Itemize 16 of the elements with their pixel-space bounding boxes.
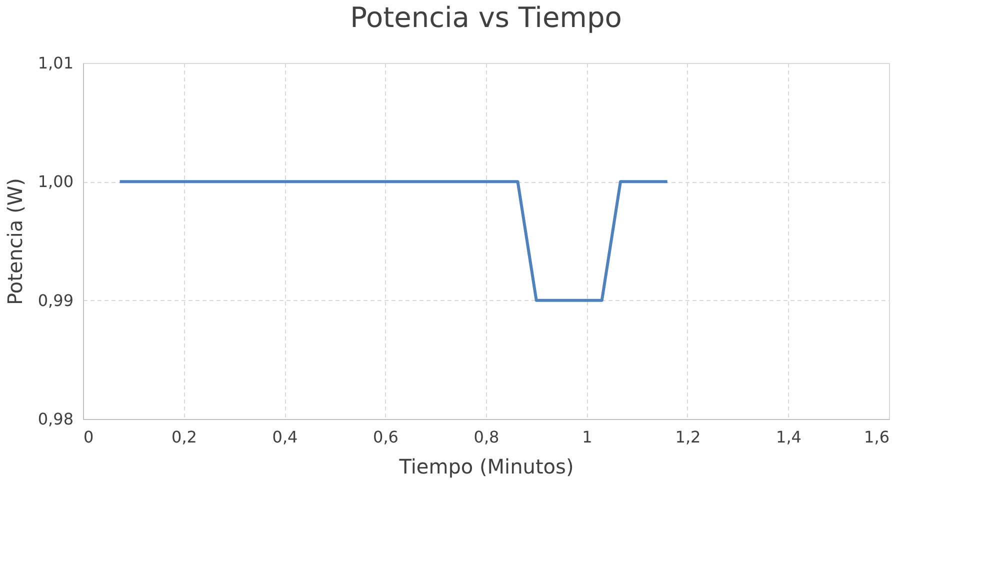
x-tick-label: 1 (582, 428, 592, 446)
y-tick-label: 1,01 (38, 54, 74, 72)
y-axis-title: Potencia (W) (2, 178, 27, 305)
x-tick-label: 1,6 (864, 428, 890, 446)
chart-title: Potencia vs Tiempo (350, 1, 622, 34)
x-tick-label: 0,2 (172, 428, 197, 446)
y-tick-label: 0,99 (38, 290, 74, 310)
y-tick-label: 0,98 (38, 410, 74, 428)
x-tick-label: 0,4 (272, 428, 298, 446)
x-tick-label: 0 (84, 428, 94, 446)
x-axis-title: Tiempo (Minutos) (398, 454, 574, 478)
x-tick-label: 0,8 (474, 428, 500, 446)
x-tick-label: 1,4 (776, 428, 802, 446)
y-tick-label: 1,00 (38, 172, 74, 192)
x-tick-label: 0,6 (373, 428, 398, 446)
x-tick-label: 1,2 (675, 428, 701, 446)
